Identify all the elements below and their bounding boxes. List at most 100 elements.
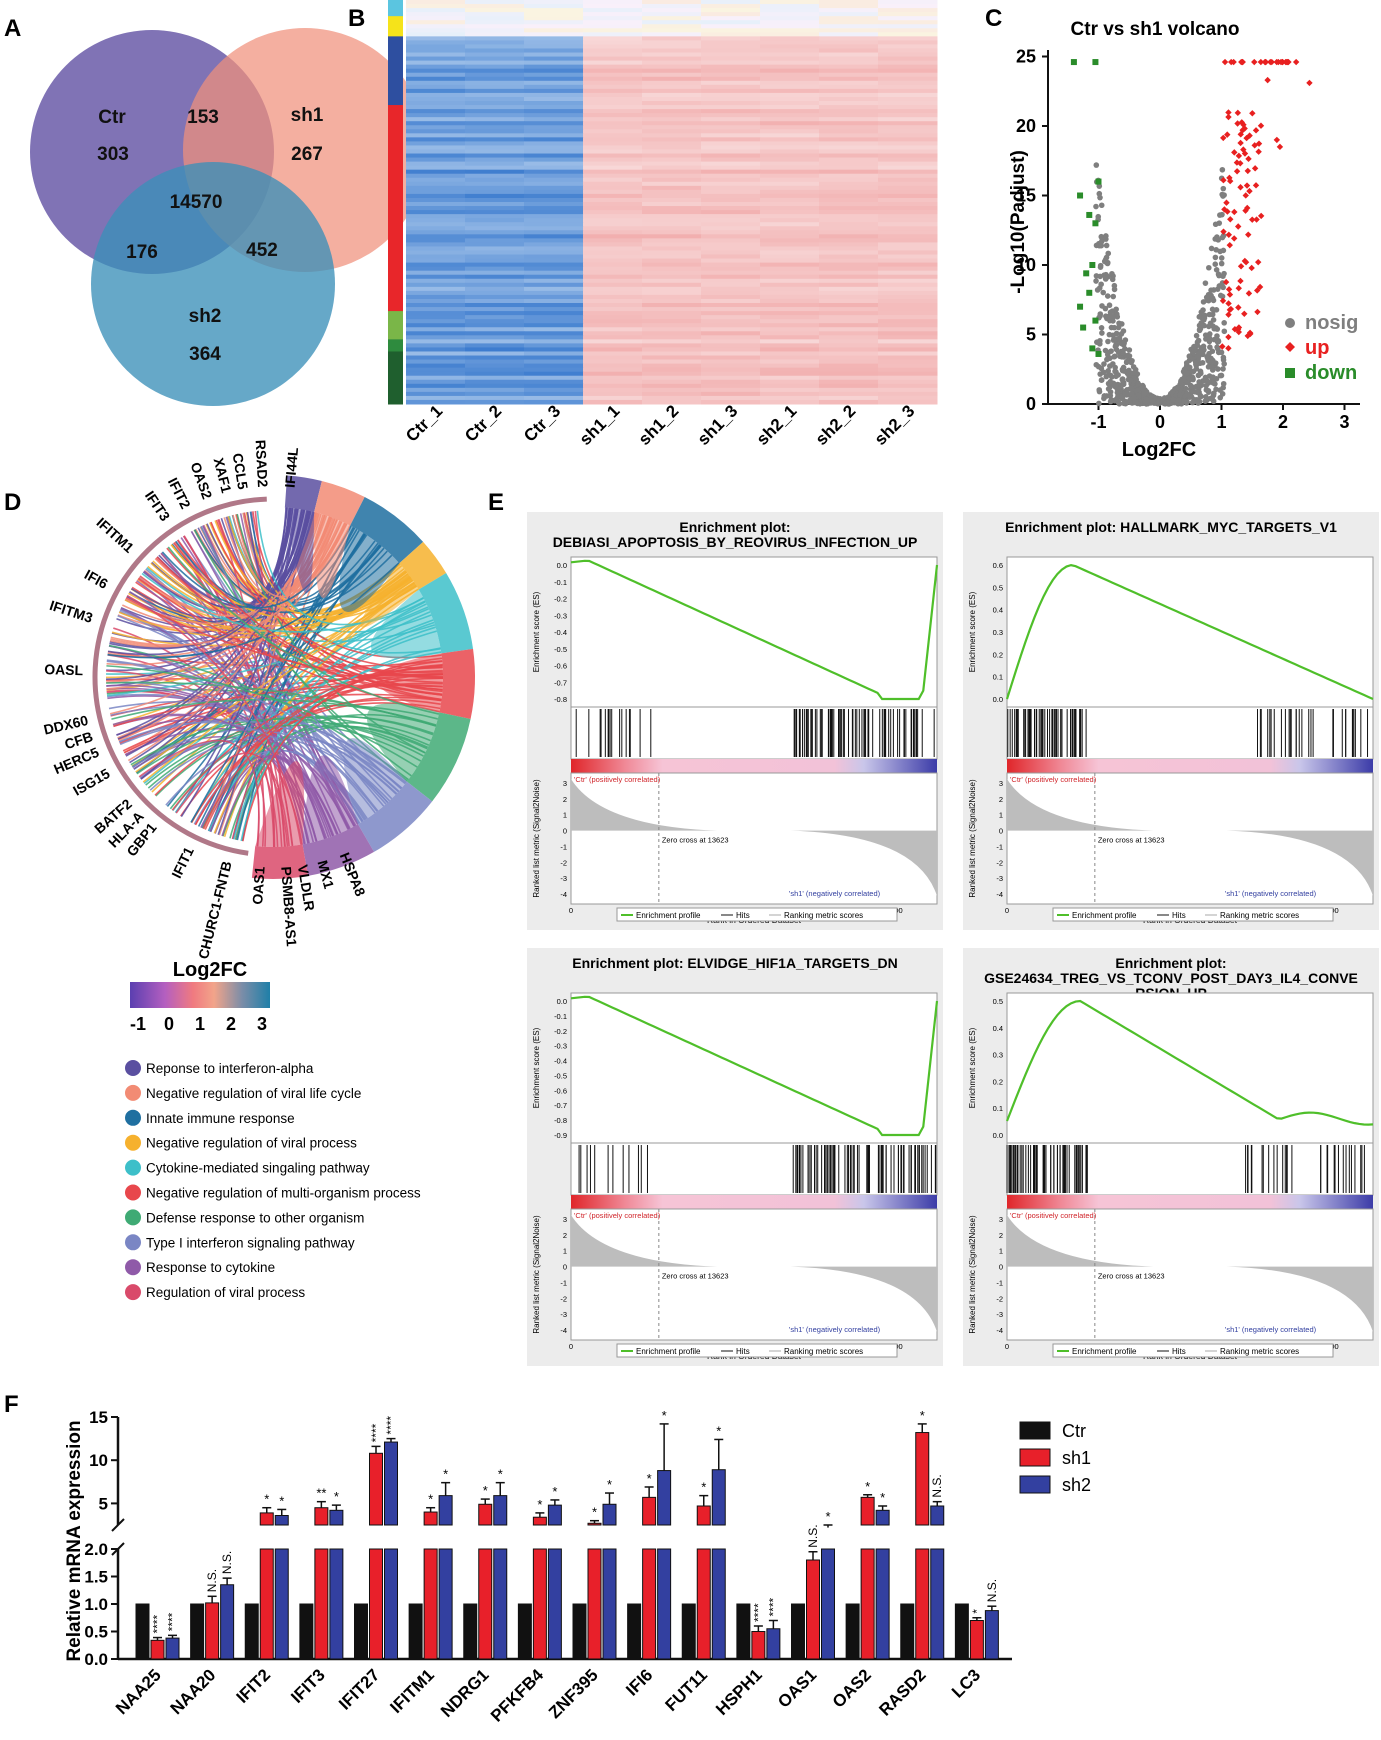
heatmap-cell [878,129,938,134]
heatmap-cell [701,323,761,328]
heatmap-cell [819,335,879,340]
heatmap-cell [701,355,761,361]
heatmap-cell [524,113,584,118]
bar-sh2-upper [711,1469,726,1526]
heatmap-cell [701,153,761,159]
heatmap-cell [819,266,879,272]
bar-significance: * [334,1489,339,1504]
heatmap-cell [878,44,938,49]
gsea-metric-tick: -4 [996,1326,1003,1335]
cluster-bar-segment [388,0,403,17]
go-term-legend-swatch [125,1284,141,1301]
heatmap-cell [819,214,879,219]
bar-sh2-lower [384,1548,398,1660]
gsea-legend-hits: Hits [1172,1347,1186,1356]
heatmap-cell [760,153,820,159]
heatmap-cell [701,242,761,247]
heatmap-cell [465,331,525,336]
volcano-point-nosig [1214,333,1220,339]
gsea-rank-bar [1007,1195,1373,1209]
bar-sh1-lower [478,1548,493,1660]
heatmap-cell [642,68,702,74]
volcano-point-up [1222,278,1230,286]
heatmap-cell [878,20,938,25]
heatmap-cell [583,383,643,389]
bar-significance: **** [166,1612,180,1631]
heatmap-cell [406,294,466,300]
volcano-point-nosig [1104,293,1111,299]
gsea-es-tick: 0.0 [993,1131,1003,1140]
heatmap-cell [406,84,466,90]
heatmap-cell [642,169,702,175]
heatmap-cell [406,60,466,66]
heatmap-cell [583,355,643,361]
heatmap-cell [642,36,702,41]
legend-symbol-up [1285,342,1295,352]
gsea-metric-tick: 3 [999,779,1003,788]
go-term-legend-swatch [125,1109,141,1126]
bar-category-label: PFKFB4 [487,1665,548,1726]
heatmap-cell [878,181,938,187]
heatmap-cell [642,72,702,78]
chord-term-ribbon [284,507,315,594]
heatmap-cell [642,331,702,336]
volcano-point-nosig [1220,273,1226,280]
volcano-point-up [1306,79,1313,87]
gsea-es-tick: -0.7 [554,678,567,687]
heatmap-cell [465,230,525,235]
heatmap-cell [524,278,584,284]
heatmap-cell [642,270,702,276]
heatmap-cell [583,274,643,280]
bar-significance: * [537,1497,542,1512]
heatmap-sample-labels: Ctr_1 Ctr_2 Ctr_3 sh1_1 sh1_2 sh1_3 sh2_1 sh2_2… [402,401,918,449]
volcano-point-nosig [1212,254,1219,261]
heatmap-cell [583,92,643,98]
volcano-point-nosig [1176,391,1183,398]
heatmap-cell [878,52,938,58]
heatmap-cell [406,270,466,276]
heatmap-cell [819,88,879,94]
heatmap-cell [406,282,466,288]
heatmap-cell [819,395,879,401]
heatmap-cell [701,84,761,90]
legend-symbol-nosig [1285,318,1295,328]
gsea-neg-label: 'sh1' (negatively correlated) [1225,1325,1317,1334]
volcano-point-nosig [1170,397,1176,403]
heatmap-cell [642,226,702,231]
bar-category-label: NAA25 [112,1665,165,1718]
heatmap-cell [524,16,584,21]
bar-sh1 [969,1620,984,1660]
heatmap-cell [819,327,879,332]
chord-term-ribbon [366,703,440,782]
heatmap-sample-label: Ctr_3 [520,401,564,445]
heatmap-cell [701,141,761,146]
bar-sh1-lower [860,1548,875,1660]
heatmap-cell [583,185,643,191]
chord-gene-arc-inner [100,504,268,849]
bar-sh2-lower [930,1548,945,1660]
heatmap-cell [701,214,761,219]
heatmap-cell [465,189,525,195]
volcano-point-nosig [1113,346,1120,353]
bar-sh2-upper [602,1503,617,1526]
heatmap-cell [465,16,525,21]
heatmap-cell [524,391,584,397]
heatmap-cell [465,262,525,268]
gsea-metric-tick: -2 [996,858,1003,867]
volcano-point-nosig [1176,397,1182,403]
gsea-metric-label: Ranked list metric (Signal2Noise) [532,1215,541,1334]
volcano-point-nosig [1203,294,1210,301]
heatmap-cell [878,197,938,203]
heatmap-cell [524,189,584,195]
heatmap-cell [878,56,938,62]
heatmap-cell [465,32,525,37]
volcano-point-up [1230,58,1237,66]
heatmap-cell [583,56,643,62]
cluster-bar-segment [388,16,403,37]
gsea-es-tick: 0.5 [993,997,1003,1006]
heatmap-cell [524,24,584,29]
bar-significance: N.S. [220,1551,234,1574]
heatmap-cell [878,278,938,284]
chord-gene-label: IFIT1 [168,844,197,881]
heatmap-cell [760,230,820,235]
